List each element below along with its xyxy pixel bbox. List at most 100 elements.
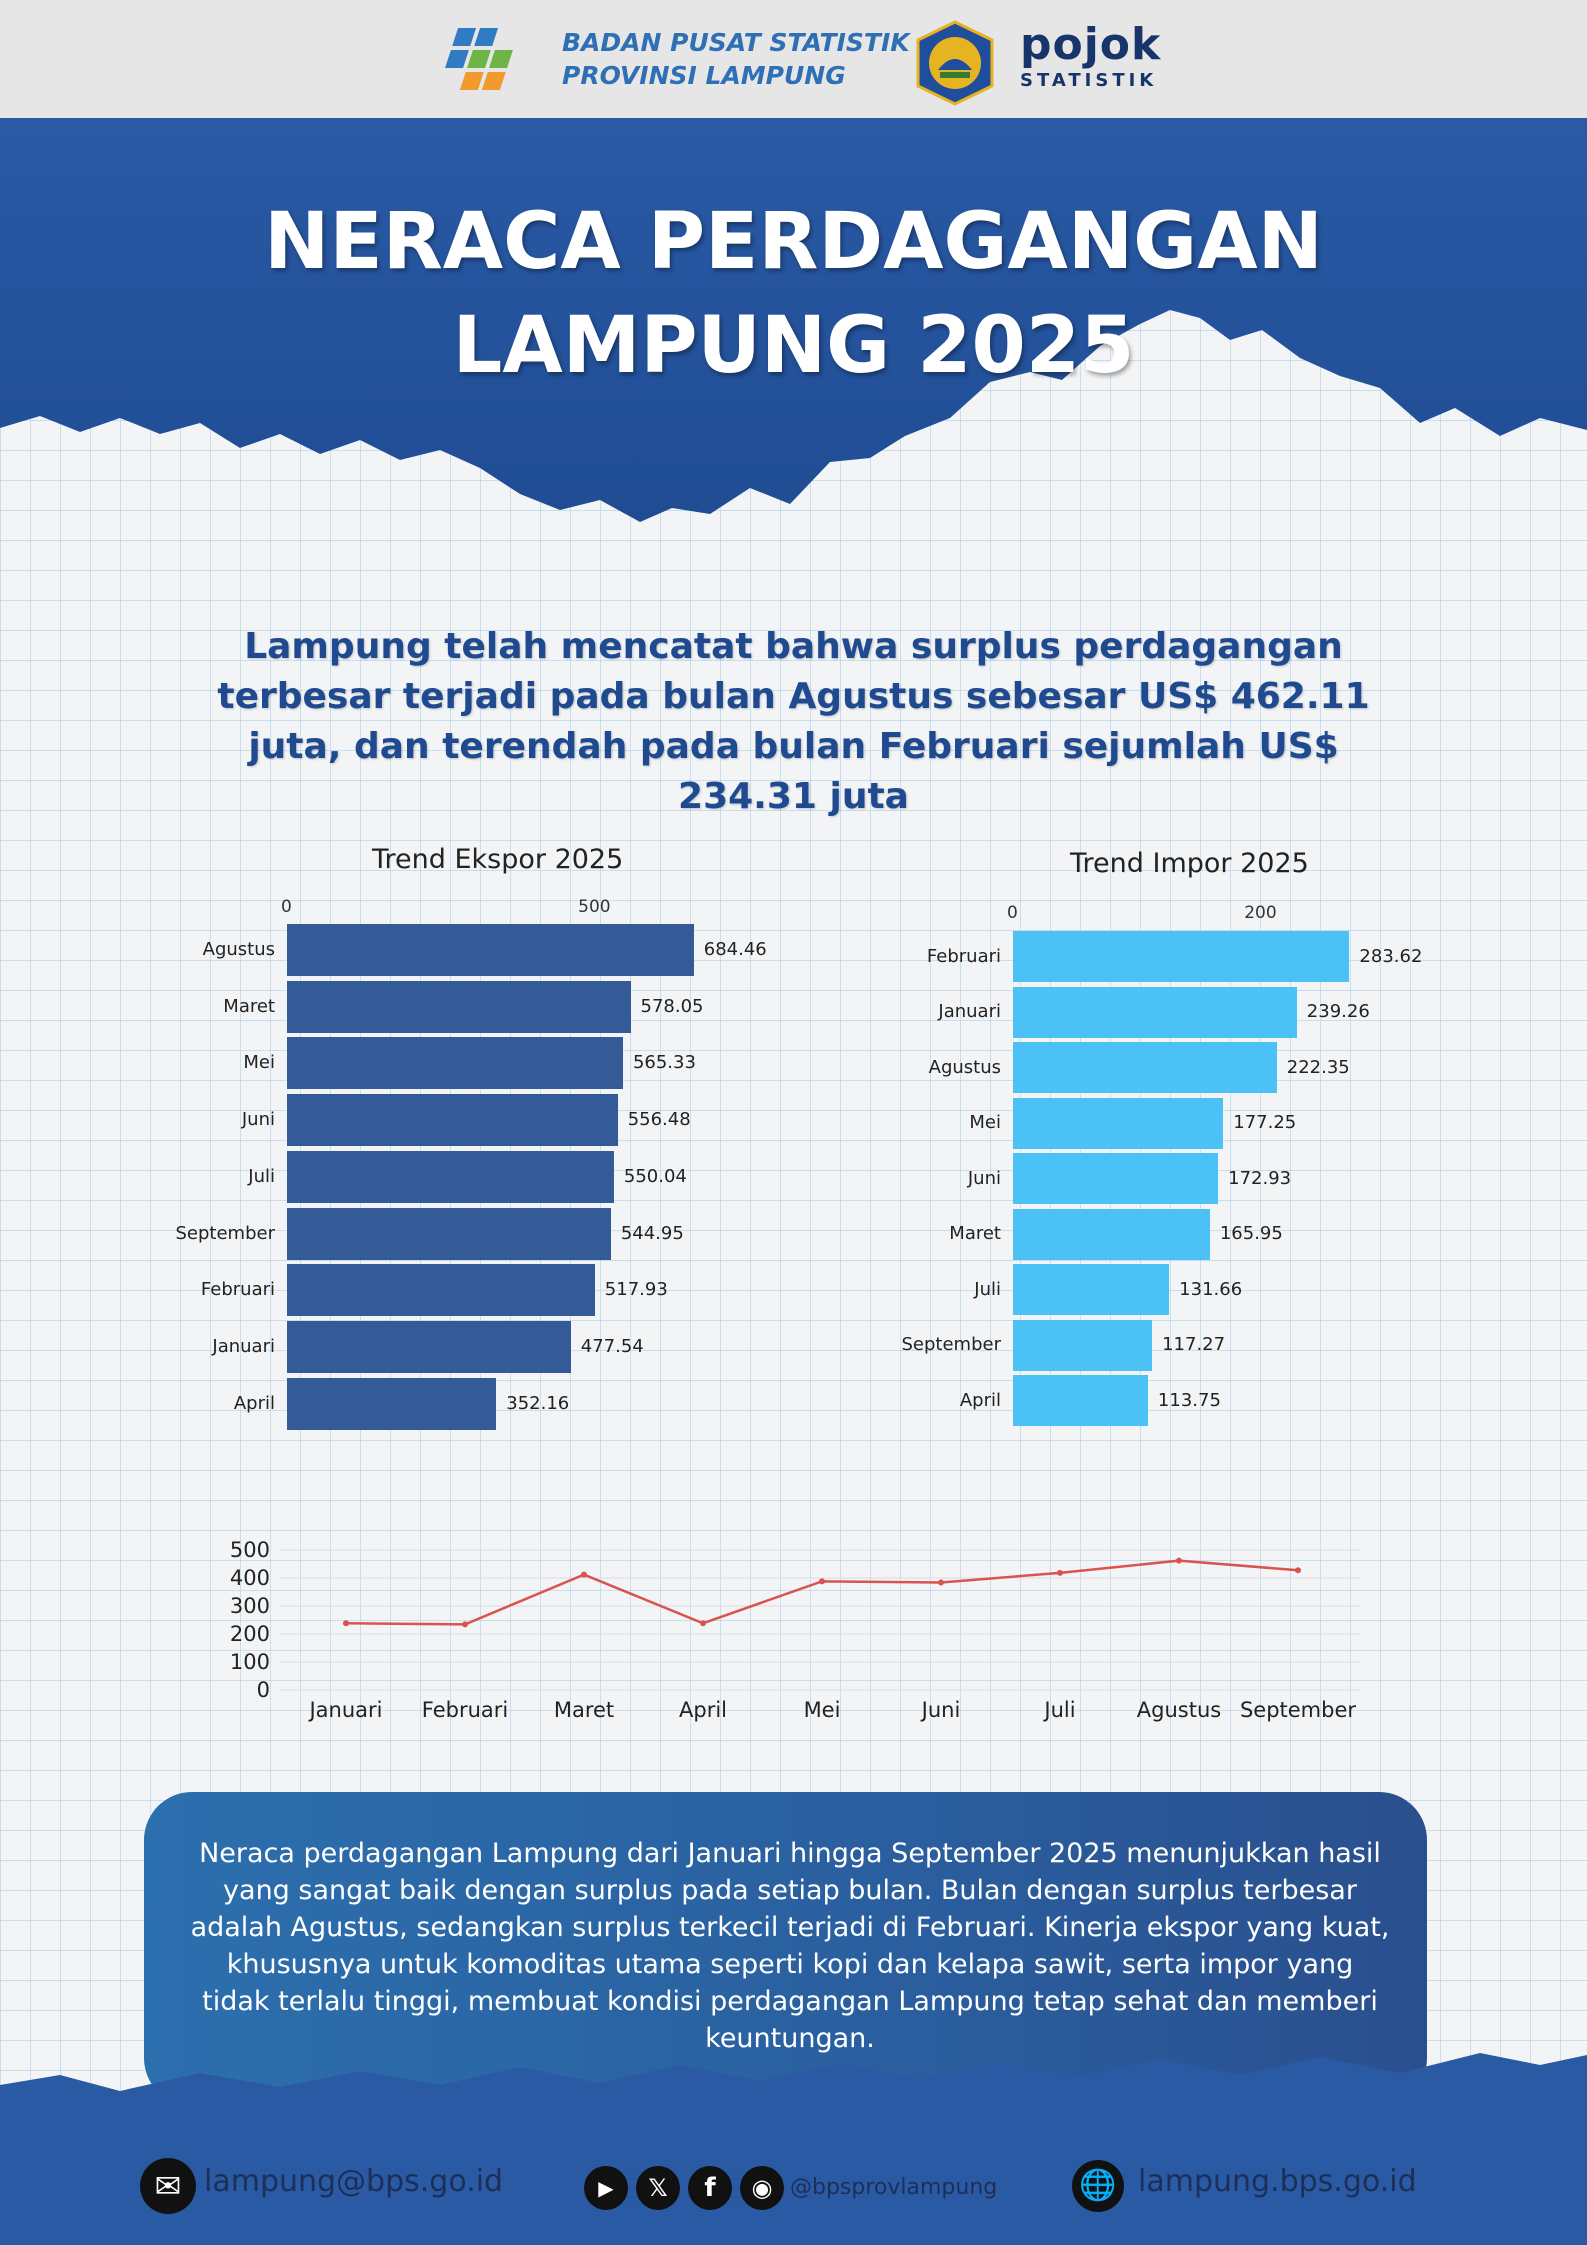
summary-box	[144, 1792, 1427, 2106]
category-label: Maret	[223, 995, 275, 1017]
bps-name: BADAN PUSAT STATISTIK PROVINSI LAMPUNG	[562, 26, 910, 92]
pojok-logo-line2: STATISTIK	[1020, 70, 1158, 91]
bar	[287, 1264, 595, 1317]
category-label: April	[233, 1392, 275, 1414]
bar	[287, 1150, 614, 1203]
facebook-icon[interactable]: f	[688, 2166, 732, 2210]
x-tick-label: Februari	[422, 1698, 508, 1722]
surplus-line-chart: 0 100 200 300 400 500 Januari Februari Maret Apri…	[230, 1538, 1360, 1722]
pojok-statistik-logo: pojok STATISTIK	[1020, 19, 1162, 92]
category-label: Juli	[248, 1165, 275, 1187]
category-label: Januari	[212, 1335, 275, 1357]
y-tick-label: 100	[230, 1650, 270, 1674]
x-tick-label: Januari	[307, 1698, 382, 1722]
data-point	[1057, 1569, 1063, 1576]
category-label: September	[901, 1334, 1002, 1355]
unila-logo	[916, 20, 994, 106]
value-label: 352.16	[506, 1392, 570, 1414]
value-label: 177.25	[1233, 1112, 1297, 1133]
category-label: September	[175, 1222, 276, 1244]
value-label: 239.26	[1306, 1001, 1370, 1022]
bps-name-line2: PROVINSI LAMPUNG	[562, 61, 846, 90]
value-label: 117.27	[1162, 1334, 1226, 1355]
category-label: Mei	[969, 1112, 1001, 1133]
x-tick-label: 0	[1007, 903, 1018, 923]
globe-icon[interactable]: 🌐	[1072, 2160, 1124, 2212]
category-label: Februari	[926, 945, 1001, 967]
chart-title: Trend Ekspor 2025	[372, 844, 624, 875]
value-label: 165.95	[1219, 1223, 1283, 1244]
category-label: Februari	[200, 1279, 275, 1301]
bar	[1013, 1042, 1277, 1093]
instagram-icon[interactable]: ◉	[740, 2166, 784, 2210]
value-label: 578.05	[640, 995, 704, 1017]
x-tick-label: 0	[281, 897, 292, 917]
data-point	[819, 1578, 825, 1585]
footer-social-handle[interactable]: @bpsprovlampung	[790, 2175, 998, 2200]
title-line1: NERACA PERDAGANGAN	[264, 197, 1323, 287]
bar	[287, 1320, 571, 1373]
y-tick-label: 400	[230, 1566, 270, 1590]
data-point	[462, 1621, 468, 1628]
bar	[287, 1377, 497, 1430]
bar	[1013, 986, 1297, 1038]
bar	[287, 1207, 611, 1260]
footer-banner	[0, 2053, 1587, 2245]
bar	[1013, 1208, 1210, 1260]
x-tick-label: Juni	[920, 1698, 961, 1722]
data-point	[581, 1571, 587, 1578]
category-label: Agustus	[202, 939, 275, 960]
bar	[287, 980, 631, 1033]
pojok-logo-line1: pojok	[1020, 19, 1162, 70]
data-point	[938, 1579, 944, 1586]
x-tick-label: September	[1240, 1698, 1356, 1722]
value-label: 544.95	[620, 1222, 684, 1244]
value-label: 477.54	[580, 1335, 644, 1357]
y-tick-label: 200	[230, 1622, 270, 1646]
bar	[287, 1094, 618, 1147]
bar	[1013, 1153, 1219, 1204]
value-label: 565.33	[632, 1052, 696, 1074]
x-icon[interactable]: 𝕏	[636, 2166, 680, 2210]
value-label: 556.48	[627, 1109, 691, 1131]
footer-website[interactable]: lampung.bps.go.id	[1138, 2164, 1417, 2199]
data-point	[700, 1620, 706, 1627]
value-label: 131.66	[1179, 1278, 1243, 1300]
y-tick-label: 0	[257, 1678, 270, 1702]
bps-logo	[445, 28, 513, 90]
value-label: 517.93	[604, 1279, 668, 1301]
category-label: Maret	[949, 1223, 1001, 1244]
title-line2: LAMPUNG 2025	[452, 301, 1135, 391]
data-point	[1295, 1567, 1301, 1574]
summary-text: Neraca perdagangan Lampung dari Januari …	[190, 1838, 1390, 2054]
category-label: Januari	[938, 1001, 1001, 1022]
value-label: 113.75	[1157, 1389, 1221, 1411]
chart-title: Trend Impor 2025	[1070, 848, 1309, 879]
intro-headline: Lampung telah mencatat bahwa surplus per…	[217, 626, 1370, 817]
mail-icon[interactable]: ✉	[140, 2158, 196, 2214]
footer-email[interactable]: lampung@bps.go.id	[204, 2164, 504, 2199]
bar	[1013, 1264, 1170, 1315]
title-banner	[0, 118, 1587, 522]
category-label: Juni	[241, 1109, 275, 1131]
bps-name-line1: BADAN PUSAT STATISTIK	[562, 28, 910, 57]
x-tick-label: Maret	[554, 1698, 614, 1722]
data-point	[343, 1620, 349, 1627]
bar	[1013, 1097, 1224, 1149]
bar	[287, 1037, 623, 1090]
value-label: 222.35	[1286, 1056, 1350, 1078]
page-title: NERACA PERDAGANGAN LAMPUNG 2025	[0, 190, 1587, 398]
category-label: Agustus	[928, 1056, 1001, 1078]
x-tick-label: April	[679, 1698, 727, 1722]
data-point	[1176, 1557, 1182, 1564]
youtube-icon[interactable]: ▶	[584, 2166, 628, 2210]
header-bar: BADAN PUSAT STATISTIK PROVINSI LAMPUNG p…	[0, 0, 1587, 118]
x-tick-label: Juli	[1042, 1698, 1075, 1722]
category-label: Mei	[243, 1052, 275, 1074]
bar	[1013, 1375, 1148, 1426]
y-tick-label: 300	[230, 1594, 270, 1618]
category-label: April	[959, 1389, 1001, 1411]
value-label: 684.46	[703, 939, 767, 960]
x-tick-label: Mei	[804, 1698, 841, 1722]
category-label: Juli	[974, 1278, 1001, 1300]
